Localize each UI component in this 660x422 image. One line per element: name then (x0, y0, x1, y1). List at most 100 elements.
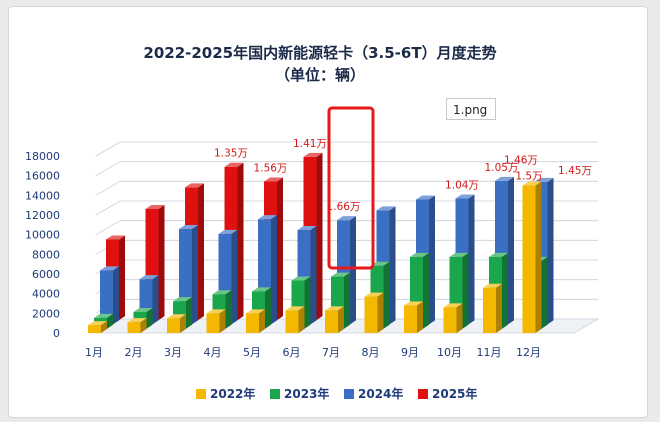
bar-top (145, 204, 165, 209)
bar-side (350, 216, 356, 325)
y-tick-label: 0 (53, 327, 60, 340)
bar-2022年-7月 (325, 306, 344, 333)
grid-line-6 (95, 200, 121, 216)
data-label: 1.66万 (327, 201, 361, 213)
bar-front (88, 325, 101, 333)
x-tick-label: 8月 (362, 346, 380, 359)
bar-front (246, 313, 259, 333)
bar-side (277, 177, 283, 321)
grid-line-8 (95, 161, 121, 177)
legend: 2022年 2023年 2024年 2025年 (196, 386, 477, 401)
y-axis-ticks: 0 2000 4000 6000 8000 10000 12000 14000 16000 180… (25, 150, 60, 340)
bar-side (377, 292, 384, 333)
grid-line-9 (95, 141, 121, 157)
data-label: 1.45万 (558, 165, 592, 177)
bar-top (522, 181, 542, 186)
data-label: 1.05万 (485, 162, 519, 174)
bar-2024年-1月 (100, 266, 119, 325)
chart-title: 2022-2025年国内新能源轻卡（3.5-6T）月度走势 (143, 44, 496, 62)
bar-side (496, 283, 502, 333)
legend-label: 2024年 (358, 386, 403, 401)
bar-top (370, 261, 390, 266)
bar-2022年-2月 (127, 318, 147, 333)
bar-top (303, 152, 323, 157)
bar-side (140, 318, 147, 333)
bar-side (265, 287, 271, 329)
bar-top (252, 287, 271, 292)
bar-front (167, 318, 180, 333)
bar-side (344, 272, 350, 329)
x-tick-label: 2月 (125, 346, 143, 359)
data-label: 1.56万 (254, 162, 288, 174)
bar-side (198, 183, 204, 321)
bar-side (146, 307, 153, 329)
y-tick-label: 16000 (25, 170, 60, 183)
bar-side (158, 204, 165, 321)
data-label: 1.35万 (214, 148, 248, 160)
data-label: 1.5万 (515, 171, 542, 183)
bar-side (383, 261, 390, 329)
bar-top (404, 301, 423, 306)
bar-side (417, 301, 423, 333)
y-tick-label: 6000 (32, 268, 60, 281)
bar-2022年-11月 (483, 283, 502, 333)
bar-top (218, 229, 238, 234)
bar-top (106, 235, 125, 240)
bar-side (316, 152, 323, 321)
legend-swatch (270, 389, 280, 399)
x-tick-label: 5月 (243, 346, 261, 359)
bar-top (416, 195, 435, 200)
bar-top (331, 272, 350, 277)
bar-2022年-8月 (364, 292, 384, 333)
bar-2022年-12月 (522, 181, 542, 333)
bar-top (495, 176, 514, 181)
bar-side (535, 181, 542, 333)
legend-label: 2022年 (210, 386, 255, 401)
x-tick-label: 10月 (437, 346, 462, 359)
bar-2022年-1月 (88, 321, 107, 333)
bar-top (246, 309, 265, 314)
bar-top (173, 297, 192, 302)
bar-top (100, 266, 119, 271)
bar-front (206, 313, 220, 333)
bar-top (325, 306, 344, 311)
bar-side (152, 275, 159, 325)
bar-side (107, 313, 113, 329)
bar-top (127, 318, 147, 323)
y-tick-label: 10000 (25, 229, 60, 242)
bar-front (364, 296, 378, 333)
bar-top (139, 275, 159, 280)
bar-top (410, 252, 429, 257)
bar-top (185, 183, 204, 188)
legend-label: 2025年 (432, 386, 477, 401)
bar-side (186, 297, 192, 329)
bar-top (94, 313, 113, 318)
data-label: 1.04万 (445, 180, 479, 192)
x-tick-label: 9月 (401, 346, 419, 359)
y-tick-label: 2000 (32, 307, 60, 320)
bar-side (468, 194, 475, 325)
bar-top (534, 177, 554, 182)
bar-front (325, 310, 338, 333)
bar-side (310, 226, 317, 325)
bar-top (364, 292, 384, 297)
y-tick-label: 12000 (25, 209, 60, 222)
bar-2022年-9月 (404, 301, 423, 333)
x-tick-label: 12月 (516, 346, 541, 359)
y-tick-label: 8000 (32, 248, 60, 261)
bar-side (231, 229, 238, 325)
bar-side (219, 309, 226, 333)
bar-top (212, 290, 232, 295)
bar-side (547, 177, 554, 325)
bar-top (179, 225, 198, 230)
bar-side (237, 162, 244, 321)
bar-side (502, 252, 508, 329)
bar-top (291, 276, 311, 281)
bar-side (456, 303, 463, 333)
bar-top (483, 283, 502, 288)
legend-swatch (418, 389, 428, 399)
legend-swatch (344, 389, 354, 399)
bar-front (285, 310, 299, 333)
bar-front (443, 307, 457, 333)
file-name-tag: 1.png (446, 98, 496, 120)
